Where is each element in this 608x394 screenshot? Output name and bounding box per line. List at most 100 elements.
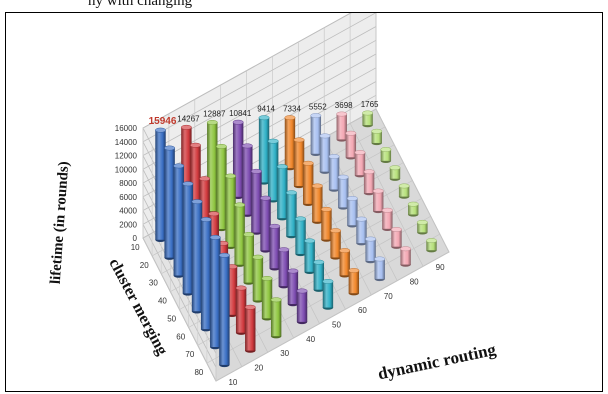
- bar-top: [235, 285, 247, 291]
- bar-series-3-merging-70: [261, 276, 273, 321]
- bar-top: [182, 181, 194, 187]
- floor-gridline: [215, 251, 450, 382]
- bar-series-1-merging-10: [155, 127, 166, 242]
- x-tick-label: 90: [436, 263, 445, 272]
- x-tick-label: 10: [228, 378, 237, 387]
- bar-top: [304, 238, 316, 244]
- bar-top: [278, 247, 290, 253]
- bar-top: [330, 228, 342, 234]
- bar-body: [278, 249, 289, 287]
- bar-body: [155, 130, 166, 240]
- bar-series-6-merging-80: [348, 268, 360, 296]
- bar-top: [234, 202, 246, 208]
- bar-series-7-merging-60: [356, 216, 367, 246]
- bar-body: [284, 117, 296, 169]
- bar-top: [322, 278, 334, 284]
- bar-top: [365, 236, 377, 242]
- bar-top: [206, 120, 218, 125]
- bar-body: [296, 290, 308, 322]
- bar-series-6-merging-60: [330, 228, 342, 260]
- bar-top: [270, 297, 282, 303]
- chart-frame: 0 2000 4000 6000 8000 10000 12000 14000 16000 10 2…: [5, 12, 603, 392]
- x-tick-label: 30: [280, 349, 289, 358]
- bar-top: [287, 268, 299, 274]
- y-tick-label: 70: [185, 350, 194, 359]
- bar-top: [269, 223, 281, 229]
- bar-series-1-merging-30: [173, 163, 185, 278]
- bar-body: [234, 204, 245, 265]
- bar-body: [191, 201, 203, 312]
- bar-body: [310, 115, 322, 154]
- bar-top: [302, 160, 314, 166]
- bar-series-9-merging-60: [407, 201, 419, 217]
- bar-series-9-merging-20: [371, 128, 383, 146]
- bar-body: [371, 131, 382, 143]
- x-tick-label: 20: [254, 364, 263, 373]
- bar-body: [260, 198, 271, 251]
- bar-series-4-merging-30: [250, 168, 262, 235]
- bar-body: [181, 127, 192, 226]
- y-tick-label: 80: [194, 368, 203, 377]
- bar-body: [348, 270, 360, 294]
- bar-series-1-merging-20: [164, 145, 176, 260]
- x-tick-label: 60: [358, 306, 367, 315]
- bar-series-8-merging-40: [363, 169, 375, 196]
- bar-series-5-merging-80: [322, 278, 334, 310]
- bar-body: [339, 250, 350, 276]
- bar-top: [371, 128, 383, 134]
- bar-body: [242, 145, 253, 215]
- bar-top: [339, 248, 351, 254]
- bar-series-9-merging-50: [398, 183, 410, 199]
- bar-body: [258, 117, 270, 183]
- x-tick-label: 50: [332, 321, 341, 330]
- bar-body: [398, 185, 410, 197]
- z-tick-label: 8000: [119, 179, 137, 188]
- bar-top: [252, 254, 264, 260]
- bar-series-8-merging-70: [391, 227, 402, 249]
- bar-body: [286, 192, 297, 237]
- bar-top: [243, 232, 255, 237]
- bar-top: [191, 199, 203, 205]
- bar-series-8-merging-80: [400, 246, 412, 267]
- bar-series-3-merging-30: [225, 173, 236, 250]
- bar-top: [363, 169, 375, 175]
- bar-body: [426, 240, 437, 251]
- bar-body: [232, 122, 244, 197]
- bar-series-3-merging-40: [234, 202, 246, 267]
- bar-top: [426, 238, 437, 244]
- bar-series-1-merging-50: [191, 199, 203, 314]
- bar-series-3-merging-60: [252, 254, 264, 303]
- bar-series-9-merging-30: [380, 147, 392, 164]
- bar-series-9-merging-70: [416, 219, 428, 235]
- bar-series-6-merging-70: [339, 248, 351, 278]
- bar-series-5-merging-20: [267, 138, 279, 203]
- bar-series-6-merging-10: [284, 115, 296, 171]
- bar-series-8-merging-20: [345, 130, 357, 160]
- bar-body: [313, 262, 325, 290]
- bar-body: [207, 122, 218, 212]
- data-label: 12887: [203, 110, 226, 119]
- bar-top: [260, 195, 271, 201]
- bar-body: [362, 112, 373, 126]
- bar-top: [173, 163, 185, 169]
- bar-top: [381, 207, 393, 213]
- bar-series-7-merging-50: [346, 196, 358, 228]
- bar-body: [382, 210, 393, 229]
- bar-body: [293, 139, 305, 186]
- bar-top: [295, 216, 307, 222]
- z-tick-label: 4000: [119, 207, 137, 216]
- bar-top: [225, 173, 236, 179]
- bar-series-5-merging-70: [313, 259, 325, 292]
- bar-body: [243, 234, 254, 283]
- bar-body: [330, 230, 341, 258]
- bar-top: [199, 176, 211, 182]
- bar-top: [200, 217, 212, 222]
- bar-body: [190, 145, 201, 244]
- bar-body: [347, 198, 358, 226]
- bar-body: [321, 209, 332, 240]
- bar-body: [417, 222, 428, 233]
- bar-top: [354, 150, 366, 155]
- data-label: 15946: [149, 116, 177, 127]
- bar-series-6-merging-50: [321, 206, 332, 242]
